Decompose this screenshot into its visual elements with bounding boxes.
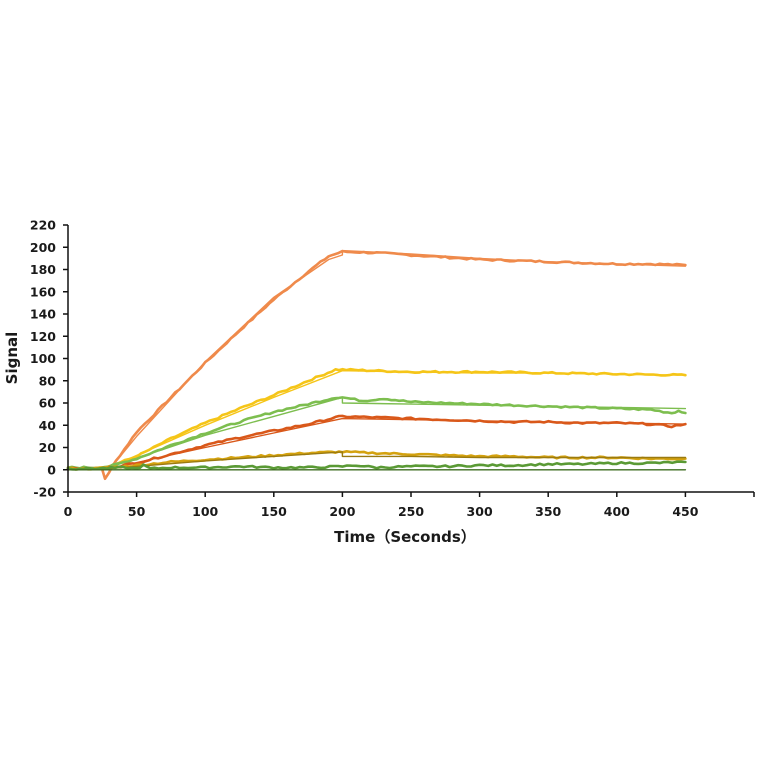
x-tick-label: 0: [64, 504, 73, 519]
x-axis-title: Time（Seconds）: [334, 528, 476, 546]
x-tick-label: 350: [535, 504, 561, 519]
axes: -20 0 20 40 60 80 100 120 140 160 180 200 220 0 50 100…: [30, 218, 755, 519]
curve-3-data-line: [66, 396, 687, 470]
y-tick-label: 60: [39, 396, 57, 411]
x-tick-label: 450: [672, 504, 698, 519]
x-tick-label: 100: [192, 504, 218, 519]
x-tick-label: 400: [604, 504, 630, 519]
y-tick-label: -20: [33, 485, 56, 500]
x-tick-label: 150: [261, 504, 287, 519]
curve-3-fit-line: [67, 396, 687, 471]
curve-2-fit-line: [67, 370, 687, 471]
y-tick-label: 80: [39, 373, 57, 388]
curve-5-data-line: [66, 449, 687, 471]
y-ticks: -20 0 20 40 60 80 100 120 140 160 180 200 220: [30, 218, 68, 500]
series-layer: [66, 249, 687, 481]
curve-4-fit-line: [67, 417, 687, 471]
y-tick-label: 160: [30, 284, 56, 299]
curve-5-fit-line: [67, 451, 687, 471]
y-tick-label: 100: [30, 351, 56, 366]
y-tick-label: 20: [39, 440, 57, 455]
x-tick-label: 200: [329, 504, 355, 519]
y-tick-label: 120: [30, 329, 56, 344]
curve-6-data-line: [66, 460, 687, 471]
x-tick-label: 300: [467, 504, 493, 519]
x-tick-label: 250: [398, 504, 424, 519]
y-tick-label: 180: [30, 262, 56, 277]
curve-1-fit-line: [67, 249, 687, 471]
y-axis-title: Signal: [3, 332, 21, 385]
x-ticks: 0 50 100 150 200 250 300 350 400 450: [64, 492, 755, 519]
y-tick-label: 220: [30, 218, 56, 233]
x-tick-label: 50: [128, 504, 146, 519]
y-tick-label: 140: [30, 307, 56, 322]
y-tick-label: 0: [47, 462, 56, 477]
y-tick-label: 40: [39, 418, 57, 433]
y-tick-label: 200: [30, 240, 56, 255]
